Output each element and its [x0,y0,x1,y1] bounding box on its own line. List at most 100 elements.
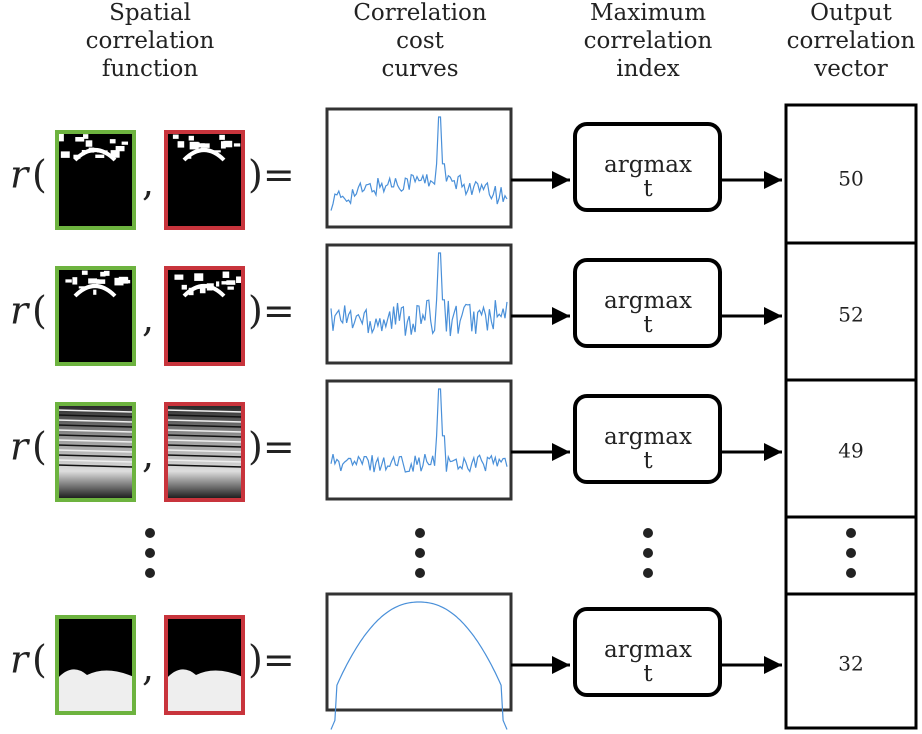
argmax-label: argmax [604,637,692,663]
image-speckle [219,135,225,140]
image-speckle [207,283,214,287]
image-speckle [111,150,120,158]
output-value: 49 [838,439,863,463]
image-thumbnail [166,132,243,228]
image-speckle [216,281,219,286]
paren: ( [32,289,47,333]
curve-box [327,594,511,710]
column-header: Maximum [590,0,706,26]
ellipsis-dot [846,528,856,538]
output-value: 52 [838,303,863,327]
image-speckle [61,151,70,157]
image-speckle [65,279,71,282]
paren-equals: )= [248,638,295,682]
ellipsis-dot [643,528,653,538]
argmax-subscript: t [643,661,653,687]
curve-box [327,381,511,499]
ellipsis-dot [415,548,425,558]
image-speckle [174,275,183,280]
image-speckle [93,290,96,295]
argmax-subscript: t [643,176,653,202]
image-thumbnail [166,268,245,364]
comma: , [142,646,154,690]
ellipsis-dot [145,528,155,538]
argmax-label: argmax [604,424,692,450]
image-speckle [223,141,232,147]
image-speckle [75,137,84,142]
ellipsis-dot [145,568,155,578]
image-speckle [83,134,88,139]
column-header: function [102,56,198,82]
column-header: correlation [584,28,713,54]
column-header: curves [381,56,458,82]
ellipsis-dot [643,548,653,558]
image-speckle [96,279,105,284]
image-speckle [223,272,230,278]
image-speckle [97,150,107,152]
ellipsis-dot [846,548,856,558]
paren: ( [32,638,47,682]
curve-box [327,109,511,227]
argmax-subscript: t [643,448,653,474]
comma: , [142,433,154,477]
image-speckle [73,155,80,159]
column-header: Output [810,0,892,26]
paren-equals: )= [248,289,295,333]
ellipsis-dot [846,568,856,578]
column-header: Spatial [109,0,191,26]
image-speckle [189,288,194,295]
image-thumbnail [166,617,243,713]
column-header: Correlation [353,0,487,26]
image-speckle [234,143,240,146]
column-header: cost [396,28,445,54]
image-speckle [189,136,194,141]
column-header: correlation [86,28,215,54]
argmax-label: argmax [604,152,692,178]
image-speckle [82,271,88,275]
paren: ( [32,425,47,469]
image-speckle [95,155,104,158]
column-header: correlation [787,28,916,54]
image-speckle [86,140,93,146]
image-speckle [226,280,235,285]
image-speckle [72,277,77,284]
image-thumbnail [57,617,134,713]
image-thumbnail [57,132,134,228]
output-value: 50 [838,167,863,191]
image-thumbnail [57,268,134,364]
image-speckle [59,134,64,141]
image-speckle [79,286,89,288]
page: SpatialcorrelationfunctionCorrelationcos… [0,0,922,734]
paren-equals: )= [248,153,295,197]
image-speckle [82,150,85,155]
ellipsis-dot [415,568,425,578]
argmax-subscript: t [643,312,653,338]
func-symbol: r [10,153,31,197]
paren-equals: )= [248,425,295,469]
output-value: 32 [838,652,863,676]
image-speckle [114,278,123,286]
comma: , [142,297,154,341]
paren: ( [32,153,47,197]
ellipsis-dot [415,528,425,538]
func-symbol: r [10,638,31,682]
image-speckle [190,142,199,150]
image-speckle [188,154,191,159]
image-thumbnail [166,404,243,500]
ellipsis-dot [145,548,155,558]
image-speckle [201,143,210,148]
argmax-label: argmax [604,288,692,314]
image-speckle [227,286,233,289]
column-header: vector [813,56,888,82]
func-symbol: r [10,425,31,469]
image-speckle [178,141,185,147]
image-feature [166,669,243,713]
image-speckle [110,139,116,143]
func-symbol: r [10,289,31,333]
image-speckle [194,273,203,281]
image-speckle [173,135,179,139]
image-thumbnail [57,404,134,500]
image-speckle [200,288,206,293]
image-speckle [89,148,95,153]
image-feature [57,669,134,713]
